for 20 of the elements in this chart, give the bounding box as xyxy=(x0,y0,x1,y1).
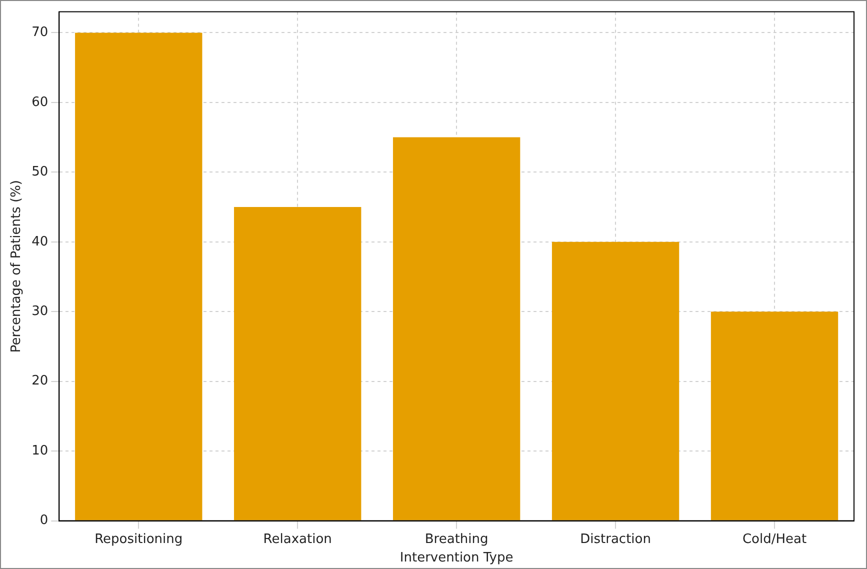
bar xyxy=(75,32,202,520)
y-tick-label: 20 xyxy=(32,374,48,389)
bar xyxy=(710,312,838,520)
bar xyxy=(552,242,680,520)
y-tick-label: 50 xyxy=(32,164,48,180)
y-axis-title: Percentage of Patients (%) xyxy=(9,180,24,353)
y-tick-label: 10 xyxy=(32,443,48,458)
y-tick-label: 40 xyxy=(32,234,48,250)
x-tick-label: Distraction xyxy=(580,532,651,547)
y-tick-label: 70 xyxy=(32,25,48,40)
y-tick-label: 0 xyxy=(40,513,48,528)
y-tick-label: 30 xyxy=(32,304,48,319)
x-axis-title: Intervention Type xyxy=(400,550,514,566)
bar xyxy=(234,207,362,520)
bar xyxy=(392,137,520,520)
x-tick-label: Relaxation xyxy=(263,532,332,547)
y-tick-label: 60 xyxy=(32,94,48,110)
x-tick-label: Breathing xyxy=(424,532,488,547)
x-tick-label: Repositioning xyxy=(94,532,183,547)
x-tick-label: Cold/Heat xyxy=(742,532,807,547)
